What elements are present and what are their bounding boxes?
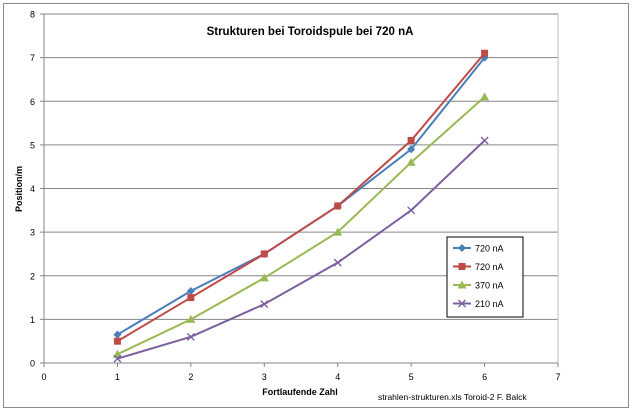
series-2-point-3: [260, 250, 268, 258]
series-2-point-5: [407, 137, 415, 145]
series-1-point-1: [113, 330, 122, 339]
series-4-line: [117, 139, 486, 360]
series-group: [112, 49, 490, 363]
y-tick-label-3: 3: [30, 228, 35, 238]
y-axis-label: Position/m: [14, 166, 24, 212]
series-1-point-5: [407, 145, 416, 154]
chart-title: Strukturen bei Toroidspule bei 720 nA: [207, 26, 414, 38]
series-3-point-3: [259, 273, 269, 282]
series-3: [112, 92, 490, 358]
series-3-line: [116, 96, 486, 356]
series-3-point-2: [186, 314, 196, 323]
series-4-point-5: [407, 206, 416, 215]
legend-item-3: 370 nA: [453, 280, 504, 291]
series-3-point-5: [406, 157, 416, 166]
x-tick-label-5: 5: [409, 372, 414, 382]
legend-swatch-marker-4: [458, 299, 466, 308]
x-tick-label-3: 3: [262, 372, 267, 382]
series-4-point-3: [260, 300, 269, 309]
series-2-point-1: [113, 337, 121, 345]
legend-label-4: 210 nA: [475, 299, 504, 309]
series-4-point-6-b: [480, 136, 489, 145]
x-tick-label-1: 1: [115, 372, 120, 382]
y-tick-label-6: 6: [30, 97, 35, 107]
chart-title-box: [205, 22, 417, 40]
legend-label-2: 720 nA: [475, 262, 504, 272]
series-4-point-4-b: [333, 258, 342, 267]
y-tick-label-2: 2: [30, 271, 35, 281]
series-2: [113, 49, 489, 345]
x-tick-label-2: 2: [188, 372, 193, 382]
x-tick-label-6: 6: [482, 372, 487, 382]
footer-note: strahlen-strukturen.xls Toroid-2 F. Balc…: [378, 392, 527, 402]
series-3-point-6: [480, 92, 490, 101]
series-4-point-2-b: [186, 332, 195, 341]
legend: 720 nA 720 nA 370 nA 210 nA: [446, 236, 524, 318]
tick-labels: 0 1 2 3 4 5 6 7 8 0 1 2 3 4 5 6 7: [30, 10, 561, 383]
series-1-point-2: [186, 287, 195, 296]
series-4-point-4: [333, 258, 342, 267]
series-2-point-6: [481, 49, 489, 57]
series-4-point-1: [113, 354, 122, 363]
y-tick-label-0: 0: [30, 359, 35, 369]
series-4-point-5-b: [407, 206, 416, 215]
legend-label-1: 720 nA: [475, 244, 504, 254]
series-4-point-1-b: [113, 354, 122, 363]
x-tick-label-0: 0: [41, 372, 46, 382]
legend-label-3: 370 nA: [475, 281, 504, 291]
series-3-point-4: [333, 227, 343, 236]
y-tick-label-8: 8: [30, 10, 35, 20]
legend-swatch-marker-4-b: [458, 299, 466, 308]
legend-item-1: 720 nA: [453, 244, 504, 254]
y-tick-label-1: 1: [30, 315, 35, 325]
x-axis-label: Fortlaufende Zahl: [262, 387, 338, 397]
series-4-point-2: [186, 332, 195, 341]
gridlines: [44, 13, 558, 320]
y-tick-label-5: 5: [30, 140, 35, 150]
series-4-point-3-b: [260, 300, 269, 309]
series-4: [113, 136, 489, 363]
series-2-point-2: [187, 294, 195, 302]
x-tick-label-7: 7: [555, 372, 560, 382]
x-tick-label-4: 4: [335, 372, 340, 382]
series-4-point-6: [480, 136, 489, 145]
legend-swatch-marker-3: [457, 280, 467, 289]
series-2-line: [116, 52, 486, 343]
series-2-point-4: [334, 202, 342, 210]
legend-item-2: 720 nA: [453, 262, 504, 272]
legend-swatch-marker-2: [458, 263, 466, 270]
y-tick-label-7: 7: [30, 53, 35, 63]
legend-item-4: 210 nA: [453, 299, 504, 309]
legend-swatch-marker-1: [458, 244, 466, 252]
y-tick-label-4: 4: [30, 184, 35, 194]
